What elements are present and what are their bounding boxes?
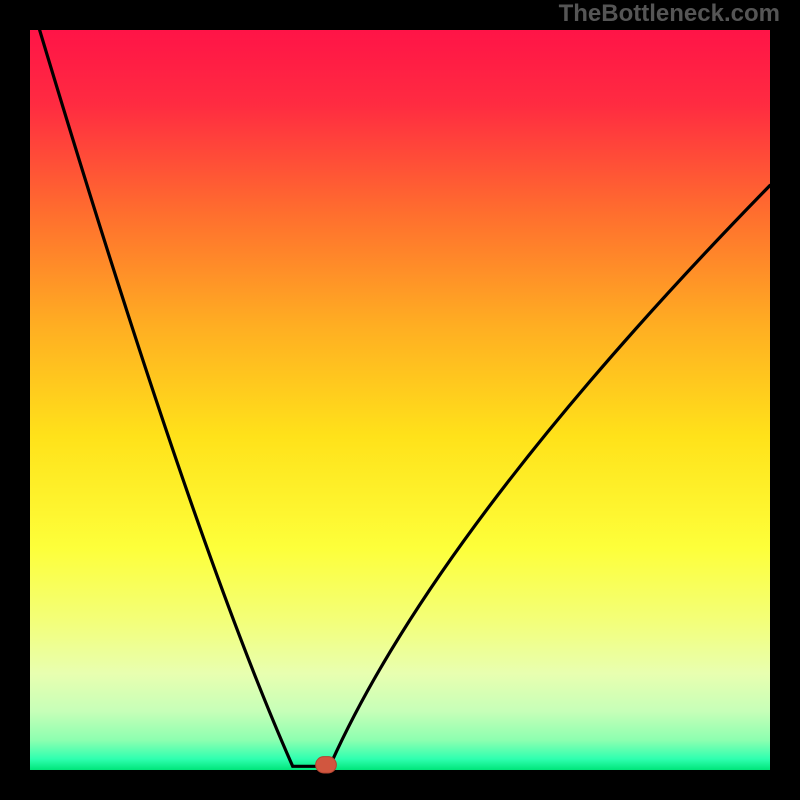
bottleneck-chart <box>0 0 800 800</box>
plot-background <box>30 30 770 770</box>
optimal-marker <box>316 757 337 773</box>
